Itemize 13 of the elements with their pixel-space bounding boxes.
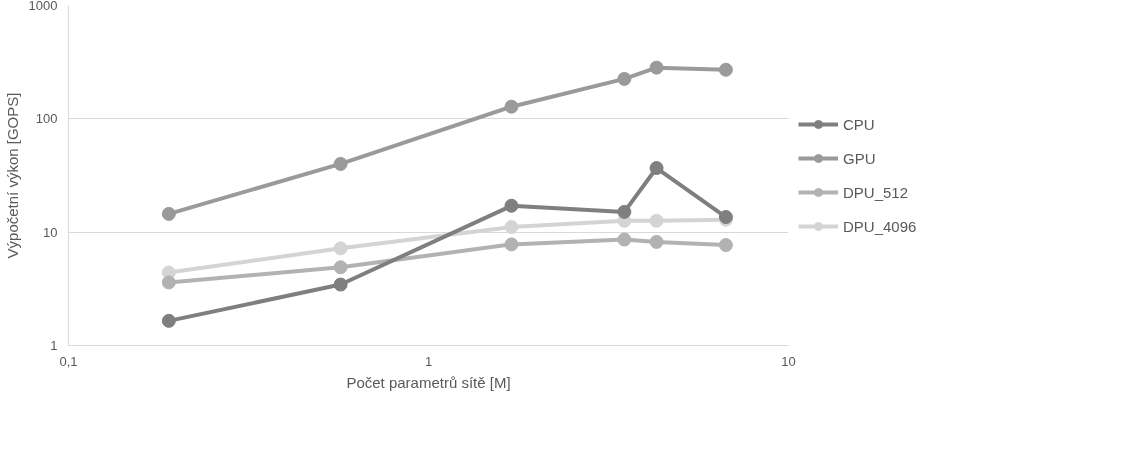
x-tick-label: 0,1	[59, 353, 78, 369]
y-tick-label: 1	[50, 338, 58, 353]
legend-label: DPU_4096	[843, 217, 917, 235]
y-axis-title: Výpočetní výkon [GOPS]	[3, 92, 21, 259]
y-tick-label: 100	[35, 111, 58, 127]
y-tick-label: 10	[43, 224, 58, 240]
x-tick-label: 1	[424, 353, 433, 369]
x-axis-title: Počet parametrů sítě [M]	[346, 373, 511, 391]
x-tick-label: 10	[781, 353, 796, 369]
legend-label: GPU	[843, 149, 876, 167]
y-tick-label: 1000	[28, 0, 58, 13]
legend-label: DPU_512	[843, 183, 909, 201]
legend-label: CPU	[843, 115, 875, 133]
